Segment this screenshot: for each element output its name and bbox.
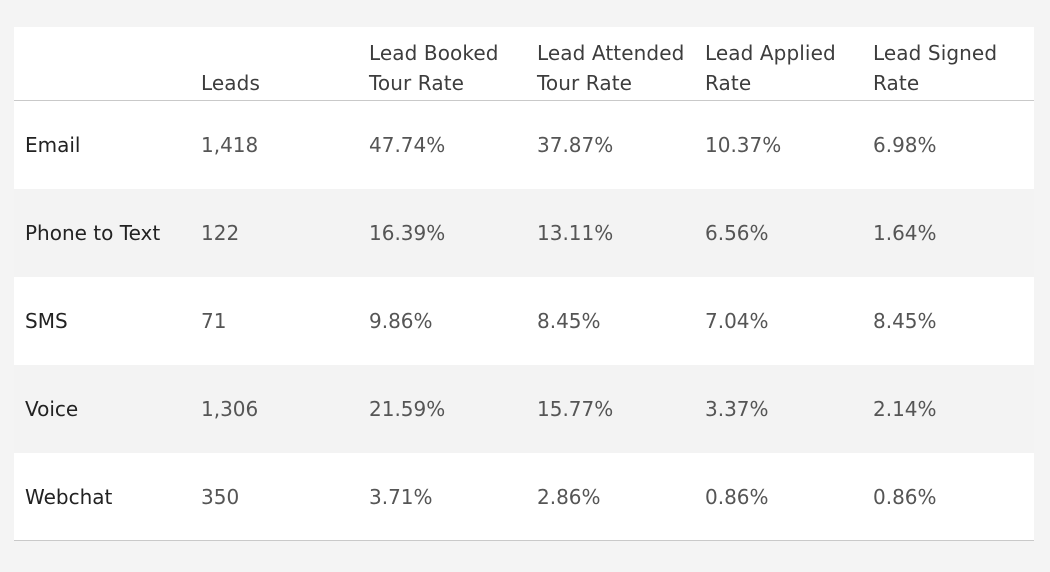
table-card: Leads Lead Booked Tour Rate Lead Attende… [14, 27, 1034, 541]
cell-booked-tour-rate: 16.39% [369, 221, 446, 245]
cell-leads: 1,306 [201, 397, 259, 421]
cell-booked-tour-rate: 21.59% [369, 397, 446, 421]
cell-applied-rate: 7.04% [705, 309, 769, 333]
cell-applied-rate: 3.37% [705, 397, 769, 421]
cell-booked-tour-rate: 47.74% [369, 133, 446, 157]
cell-leads: 71 [201, 309, 227, 333]
column-header-attended-tour-rate[interactable]: Lead Attended Tour Rate [537, 41, 685, 95]
cell-leads: 350 [201, 485, 240, 509]
table-row[interactable]: Webchat 350 3.71% 2.86% 0.86% 0.86% [14, 453, 1034, 541]
cell-applied-rate: 10.37% [705, 133, 782, 157]
row-label: Phone to Text [25, 221, 161, 245]
cell-applied-rate: 6.56% [705, 221, 769, 245]
cell-leads: 1,418 [201, 133, 259, 157]
cell-signed-rate: 6.98% [873, 133, 937, 157]
table-row[interactable]: Phone to Text 122 16.39% 13.11% 6.56% 1.… [14, 189, 1034, 277]
row-label: Voice [25, 397, 79, 421]
cell-signed-rate: 8.45% [873, 309, 937, 333]
table-row[interactable]: Email 1,418 47.74% 37.87% 10.37% 6.98% [14, 101, 1034, 189]
row-label: SMS [25, 309, 68, 333]
leads-table: Leads Lead Booked Tour Rate Lead Attende… [14, 27, 1034, 541]
cell-booked-tour-rate: 9.86% [369, 309, 433, 333]
cell-applied-rate: 0.86% [705, 485, 769, 509]
column-header-booked-tour-rate[interactable]: Lead Booked Tour Rate [369, 41, 499, 95]
cell-signed-rate: 1.64% [873, 221, 937, 245]
cell-attended-tour-rate: 2.86% [537, 485, 601, 509]
table-header: Leads Lead Booked Tour Rate Lead Attende… [14, 27, 1034, 101]
cell-leads: 122 [201, 221, 240, 245]
row-label: Webchat [25, 485, 113, 509]
cell-booked-tour-rate: 3.71% [369, 485, 433, 509]
cell-attended-tour-rate: 13.11% [537, 221, 614, 245]
column-header-leads[interactable]: Leads [201, 71, 260, 95]
cell-attended-tour-rate: 8.45% [537, 309, 601, 333]
cell-signed-rate: 0.86% [873, 485, 937, 509]
row-label: Email [25, 133, 81, 157]
table-row[interactable]: Voice 1,306 21.59% 15.77% 3.37% 2.14% [14, 365, 1034, 453]
column-header-applied-rate[interactable]: Lead Applied Rate [705, 41, 836, 95]
cell-signed-rate: 2.14% [873, 397, 937, 421]
column-header-signed-rate[interactable]: Lead Signed Rate [873, 41, 998, 95]
cell-attended-tour-rate: 15.77% [537, 397, 614, 421]
cell-attended-tour-rate: 37.87% [537, 133, 614, 157]
table-row[interactable]: SMS 71 9.86% 8.45% 7.04% 8.45% [14, 277, 1034, 365]
